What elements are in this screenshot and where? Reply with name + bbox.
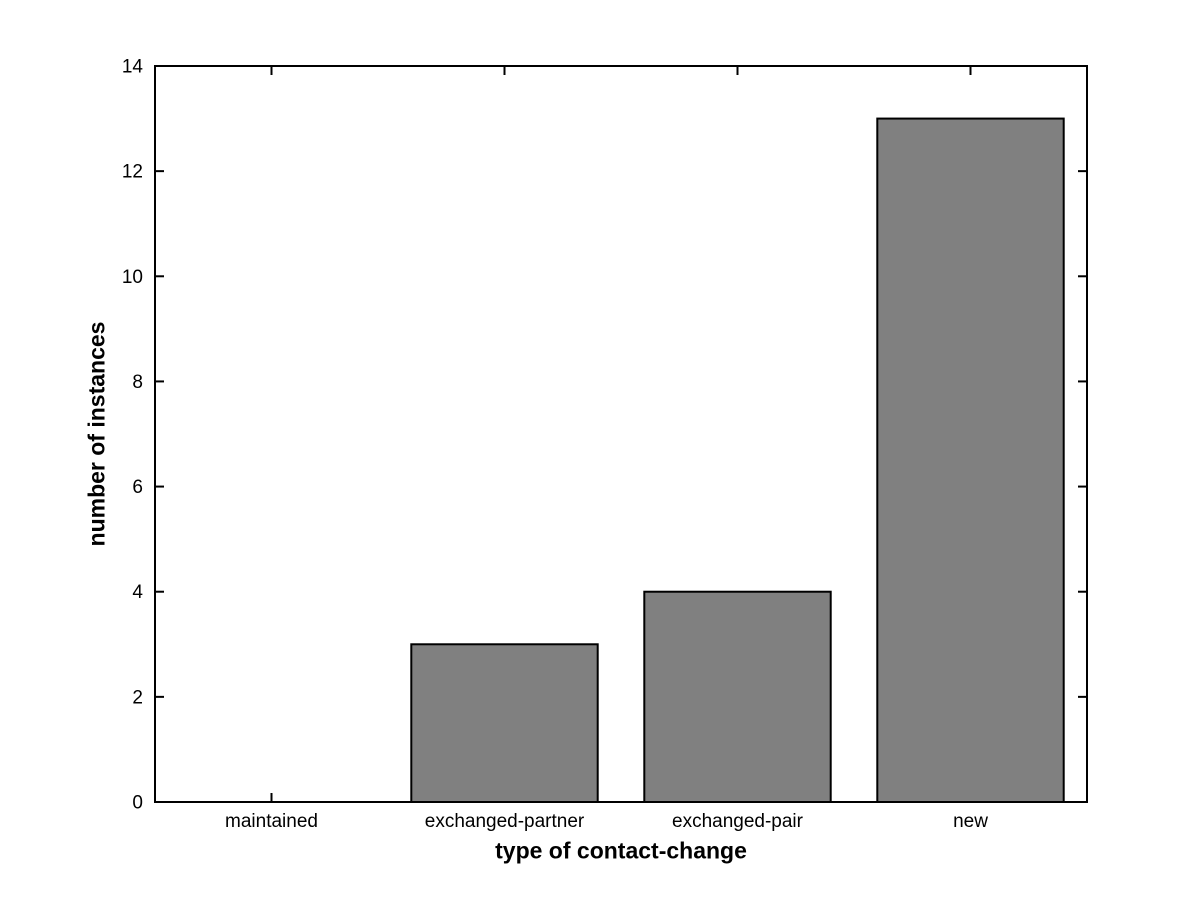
y-tick-label: 0 xyxy=(132,793,143,814)
bar xyxy=(643,590,832,804)
y-tick-label: 6 xyxy=(132,477,143,498)
y-tick-label: 8 xyxy=(132,372,143,393)
x-tick-label: new xyxy=(953,811,988,832)
y-axis-label: number of instances xyxy=(83,321,110,547)
x-tick-label: exchanged-partner xyxy=(425,811,585,832)
plot-box xyxy=(154,65,1088,803)
y-tick-label: 12 xyxy=(122,162,143,183)
bar xyxy=(410,643,599,803)
bar xyxy=(876,117,1065,804)
y-tick-label: 14 xyxy=(122,57,144,78)
x-tick-label: maintained xyxy=(225,811,318,832)
x-axis-label: type of contact-change xyxy=(495,837,747,864)
x-tick-label: exchanged-pair xyxy=(672,811,804,832)
y-tick-label: 4 xyxy=(132,582,143,603)
y-tick-label: 10 xyxy=(122,267,143,288)
y-tick-label: 2 xyxy=(132,687,143,708)
